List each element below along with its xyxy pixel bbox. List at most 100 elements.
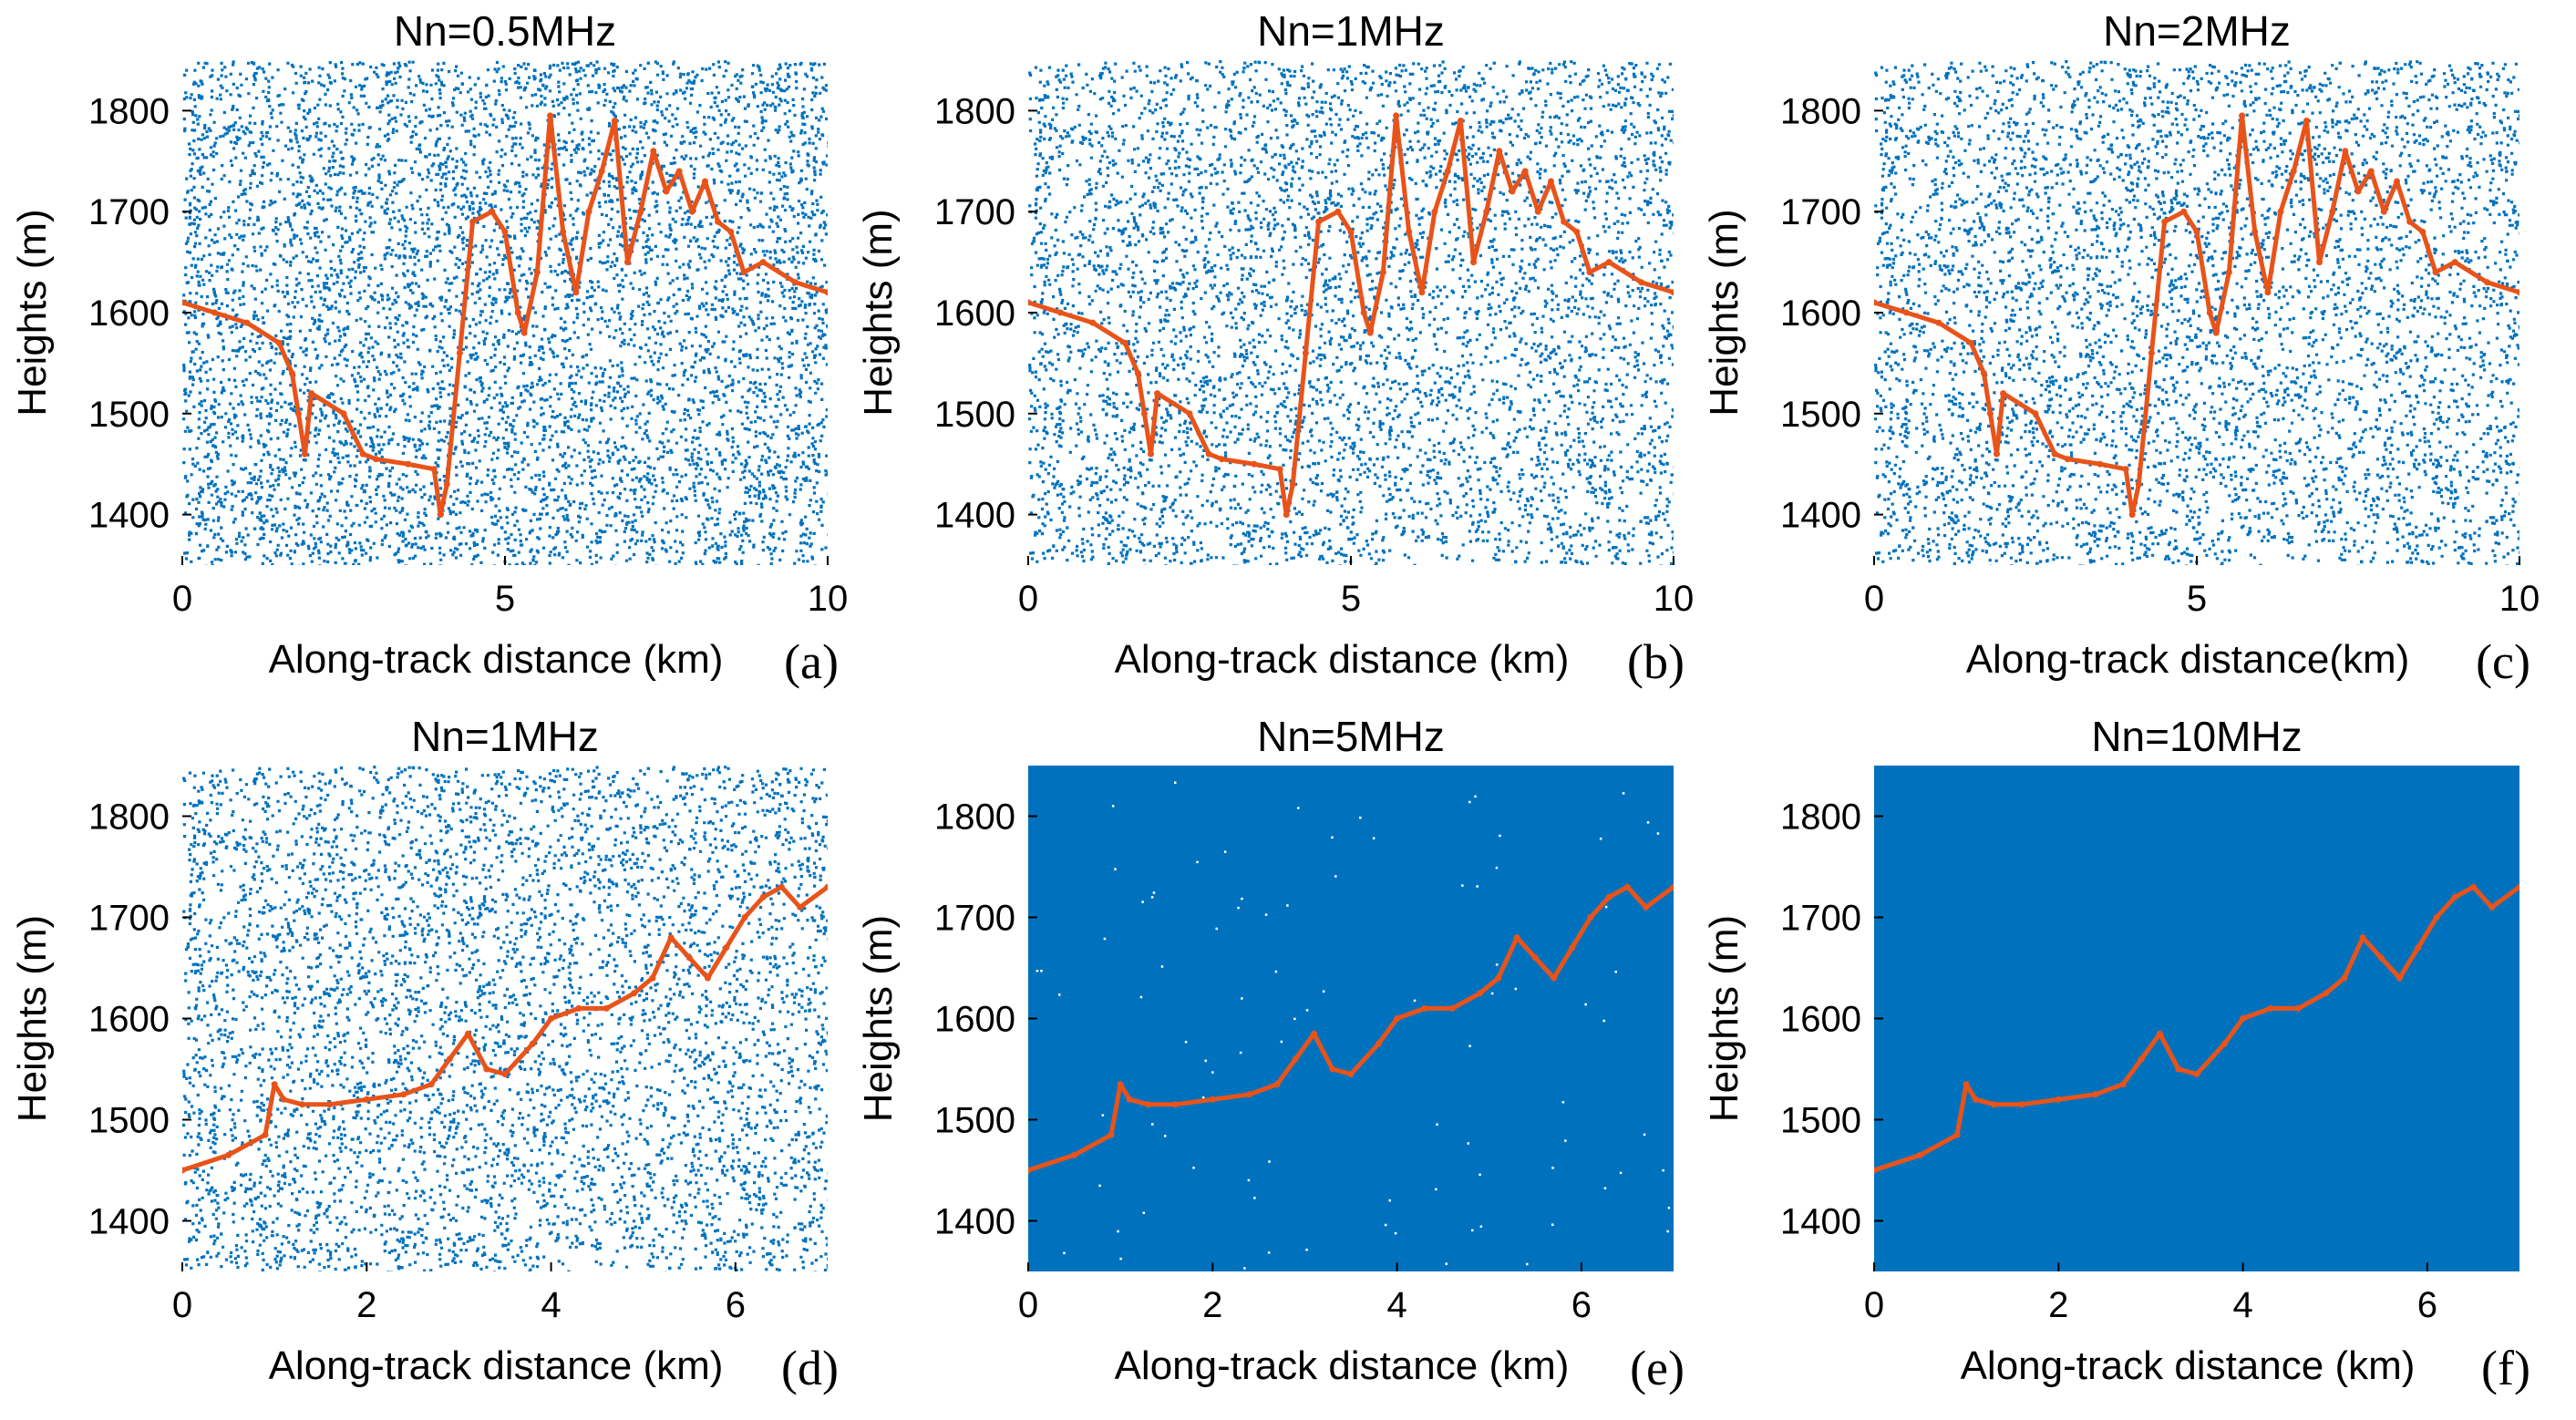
- signal-point: [599, 168, 605, 174]
- signal-point: [1187, 410, 1193, 417]
- panel-letter: (b): [1627, 634, 1685, 689]
- signal-point: [547, 112, 553, 118]
- x-tick-label: 4: [1386, 1285, 1406, 1325]
- signal-point: [2092, 1091, 2098, 1097]
- signal-point: [1903, 310, 1910, 316]
- signal-point: [1135, 370, 1141, 376]
- panel-title: Nn=5MHz: [1257, 713, 1445, 760]
- signal-point: [2175, 1066, 2181, 1073]
- signal-point: [1532, 954, 1539, 961]
- noise-points: [182, 60, 830, 568]
- signal-point: [560, 229, 566, 235]
- x-tick-label: 6: [1571, 1285, 1592, 1325]
- panel-letter: (e): [1630, 1341, 1685, 1395]
- signal-point: [2138, 1055, 2145, 1062]
- signal-point: [1394, 1015, 1400, 1022]
- signal-point: [1458, 118, 1464, 124]
- signal-point: [299, 1101, 305, 1107]
- signal-point: [2148, 350, 2155, 356]
- panel-letter: (d): [781, 1341, 839, 1395]
- signal-point: [2278, 209, 2284, 215]
- y-tick-label: 1800: [1780, 91, 1861, 131]
- signal-point: [1514, 934, 1520, 941]
- signal-point: [686, 954, 693, 961]
- y-tick-label: 1800: [934, 91, 1015, 131]
- y-tick-label: 1500: [1780, 1101, 1861, 1141]
- signal-point: [341, 410, 347, 417]
- signal-point: [2323, 990, 2329, 996]
- signal-point: [2056, 1096, 2062, 1103]
- signal-point: [1994, 451, 2000, 458]
- signal-point: [515, 310, 521, 316]
- noise-photons: [182, 60, 830, 568]
- signal-point: [2381, 209, 2387, 215]
- signal-photons: [1871, 112, 2523, 518]
- y-tick-label: 1700: [934, 899, 1015, 939]
- panel-letter: (a): [784, 634, 839, 689]
- signal-point: [603, 1005, 610, 1012]
- signal-point: [2517, 884, 2523, 890]
- y-tick-label: 1800: [934, 797, 1015, 838]
- signal-point: [1293, 1055, 1299, 1062]
- x-tick-label: 2: [2048, 1285, 2068, 1325]
- signal-point: [705, 975, 711, 982]
- signal-point: [302, 451, 308, 458]
- signal-point: [1495, 975, 1501, 982]
- signal-point: [1477, 990, 1483, 996]
- signal-point: [1445, 168, 1451, 174]
- signal-point: [1963, 1081, 1970, 1087]
- signal-point: [1561, 219, 1567, 225]
- signal-point: [1510, 189, 1516, 195]
- signal-point: [2295, 1005, 2302, 1012]
- signal-point: [2341, 975, 2347, 982]
- signal-point: [1418, 289, 1425, 295]
- signal-point: [676, 168, 683, 174]
- signal-point: [428, 1081, 435, 1087]
- signal-line: [182, 887, 828, 1170]
- signal-point: [1535, 209, 1541, 215]
- signal-point: [1973, 1096, 1979, 1103]
- signal-point: [1118, 1081, 1124, 1087]
- signal-point: [243, 320, 250, 326]
- y-tick-label: 1800: [88, 91, 170, 131]
- signal-point: [723, 944, 729, 951]
- signal-point: [624, 259, 631, 265]
- signal-point: [664, 189, 670, 195]
- signal-point: [2368, 168, 2375, 174]
- signal-point: [548, 1015, 554, 1022]
- signal-point: [2207, 310, 2213, 316]
- signal-point: [1671, 289, 1677, 295]
- signal-point: [1548, 179, 1554, 185]
- noise-points: [182, 766, 830, 1274]
- signal-point: [612, 118, 618, 124]
- signal-point: [2267, 1005, 2273, 1012]
- signal-point: [1108, 1132, 1115, 1138]
- x-axis-label: Along-track distance (km): [269, 637, 724, 682]
- signal-point: [1380, 269, 1386, 275]
- x-axis-label: Along-track distance (km): [269, 1343, 724, 1388]
- signal-point: [1361, 310, 1367, 316]
- signal-point: [1406, 229, 1412, 235]
- signal-point: [715, 219, 721, 225]
- signal-point: [1148, 451, 1154, 458]
- signal-point: [1315, 219, 1322, 225]
- panel-letter: (c): [2476, 634, 2530, 689]
- signal-point: [1981, 370, 1987, 376]
- y-tick-label: 1600: [934, 293, 1015, 334]
- y-axis-label: Heights (m): [1702, 209, 1747, 416]
- panel-title: Nn=10MHz: [2091, 713, 2302, 760]
- signal-point: [1290, 481, 1296, 488]
- signal-point: [2355, 189, 2362, 195]
- chart-panel: 0 2 4 614001500160017001800Nn=10MHzAlong-tr…: [1702, 713, 2530, 1395]
- signal-point: [263, 1132, 269, 1138]
- signal-point: [447, 1055, 453, 1062]
- signal-point: [364, 1096, 370, 1103]
- signal-point: [1871, 299, 1878, 305]
- signal-point: [1968, 340, 1974, 346]
- signal-point: [2303, 118, 2310, 124]
- x-tick-label: 0: [1864, 1285, 1884, 1325]
- signal-point: [572, 289, 579, 295]
- signal-point: [2033, 410, 2039, 417]
- noise-photons: [1874, 60, 2522, 568]
- signal-point: [2433, 269, 2439, 275]
